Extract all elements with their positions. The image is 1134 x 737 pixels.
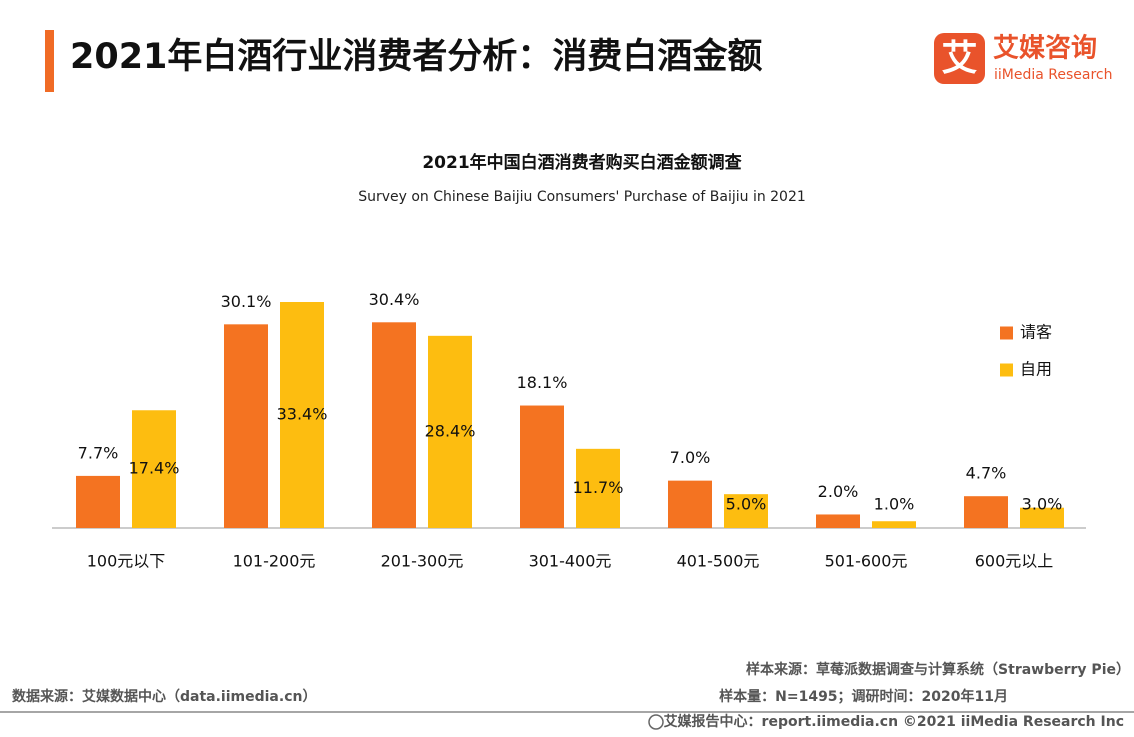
value-label: 1.0% <box>874 495 915 514</box>
logo-icon <box>934 33 985 84</box>
bar <box>76 475 120 528</box>
value-label: 7.7% <box>78 443 119 462</box>
bar <box>872 521 916 528</box>
legend-swatch <box>1000 326 1013 340</box>
sample-source: 样本来源：草莓派数据调查与计算系统（Strawberry Pie） <box>746 661 1130 678</box>
value-label: 5.0% <box>726 495 767 514</box>
value-label: 11.7% <box>573 478 624 497</box>
legend-swatch <box>1000 363 1013 377</box>
data-source: 数据来源：艾媒数据中心（data.iimedia.cn） <box>12 688 316 705</box>
logo-name: 艾媒咨询 <box>993 33 1097 64</box>
value-label: 4.7% <box>966 464 1007 483</box>
legend-label: 自用 <box>1020 360 1052 379</box>
value-label: 18.1% <box>517 373 568 392</box>
bar <box>576 448 620 528</box>
value-label: 17.4% <box>129 459 180 478</box>
x-tick-label: 201-300元 <box>381 552 464 571</box>
value-label: 3.0% <box>1022 495 1063 514</box>
bar <box>428 335 472 528</box>
value-label: 7.0% <box>670 448 711 467</box>
x-tick-label: 301-400元 <box>529 552 612 571</box>
bar <box>1020 507 1064 528</box>
bar <box>224 324 268 528</box>
bar <box>372 322 416 528</box>
x-tick-label: 600元以上 <box>975 552 1054 571</box>
report-center: 艾媒报告中心：report.iimedia.cn ©2021 iiMedia R… <box>664 713 1124 730</box>
x-tick-label: 501-600元 <box>825 552 908 571</box>
x-tick-label: 101-200元 <box>233 552 316 571</box>
chart-title: 2021年中国白酒消费者购买白酒金额调查 <box>422 152 742 173</box>
x-tick-label: 401-500元 <box>677 552 760 571</box>
bar <box>816 514 860 528</box>
page-title: 2021年白酒行业消费者分析：消费白酒金额 <box>70 36 762 77</box>
sample-size: 样本量：N=1495；调研时间：2020年11月 <box>719 688 1008 705</box>
x-tick-label: 100元以下 <box>87 552 166 571</box>
value-label: 2.0% <box>818 482 859 501</box>
bar <box>668 480 712 528</box>
value-label: 30.1% <box>221 292 272 311</box>
bar <box>964 496 1008 528</box>
bar <box>520 405 564 528</box>
title-accent <box>45 30 54 92</box>
value-label: 33.4% <box>277 405 328 424</box>
bar <box>724 494 768 528</box>
value-label: 30.4% <box>369 290 420 309</box>
logo-mark: 艾 <box>941 38 977 79</box>
value-label: 28.4% <box>425 421 476 440</box>
logo-english: iiMedia Research <box>994 67 1113 83</box>
globe-icon <box>648 714 664 730</box>
chart-subtitle: Survey on Chinese Baijiu Consumers' Purc… <box>358 189 806 205</box>
legend-label: 请客 <box>1020 323 1052 342</box>
bar <box>280 302 324 528</box>
bar <box>132 410 176 528</box>
